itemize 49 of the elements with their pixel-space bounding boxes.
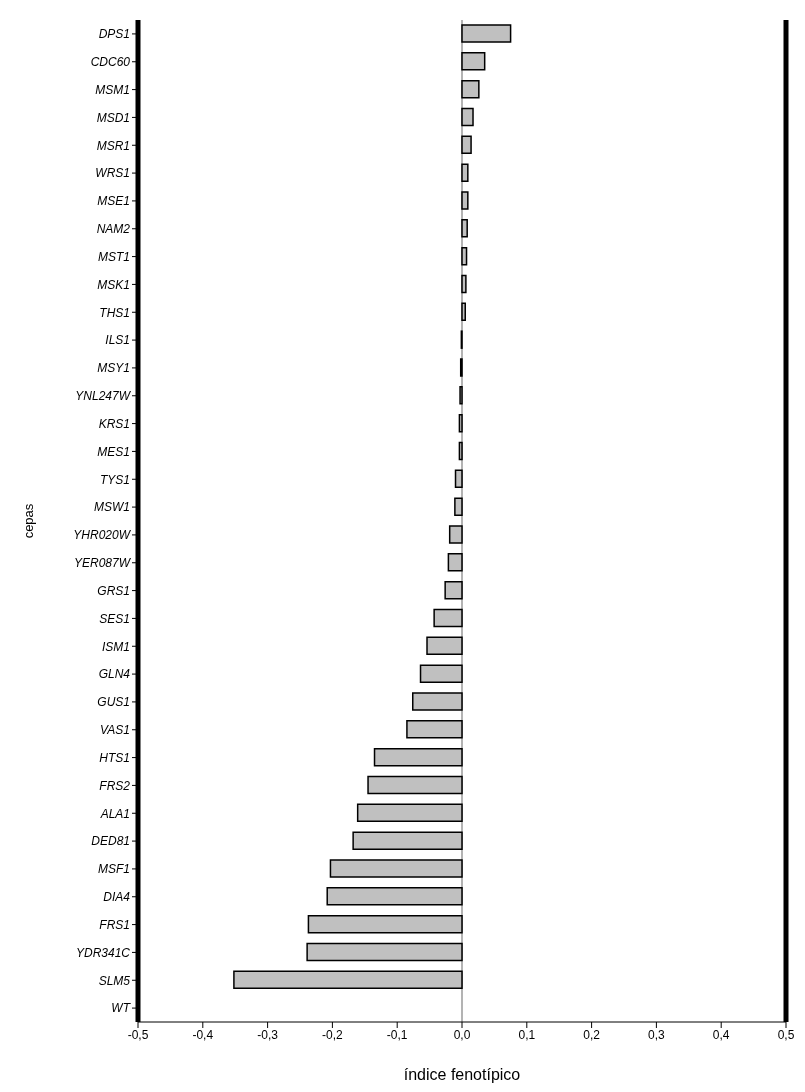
y-tick-label: KRS1 <box>98 416 130 431</box>
x-tick-label: 0,2 <box>583 1027 601 1042</box>
x-tick-label: 0,1 <box>518 1027 536 1042</box>
x-tick-label: 0,3 <box>648 1027 666 1042</box>
y-tick-label: TYS1 <box>99 472 130 487</box>
y-tick-label: YDR341C <box>75 945 131 960</box>
x-tick-label: -0,4 <box>192 1027 214 1042</box>
x-tick-label: -0,2 <box>322 1027 344 1042</box>
y-tick-label: MSE1 <box>97 194 130 209</box>
y-tick-label: FRS1 <box>99 917 130 932</box>
y-tick-label: MSK1 <box>97 277 130 292</box>
y-tick-label: NAM2 <box>96 222 131 237</box>
y-tick-label: SES1 <box>99 611 130 626</box>
x-tick-label: 0,4 <box>712 1027 730 1042</box>
y-tick-label: MES1 <box>97 444 130 459</box>
y-tick-label: SLM5 <box>98 973 131 988</box>
y-tick-label: HTS1 <box>99 750 130 765</box>
y-tick-label: THS1 <box>99 305 130 320</box>
y-tick-label: FRS2 <box>99 778 131 793</box>
y-tick-label: WT <box>111 1001 132 1016</box>
x-tick-label: 0,5 <box>777 1027 795 1042</box>
y-tick-label: MSD1 <box>96 110 130 125</box>
y-tick-label: ISM1 <box>101 639 130 654</box>
y-tick-label: MSY1 <box>97 361 130 376</box>
y-tick-label: YER087W <box>73 556 132 571</box>
y-tick-label: MSW1 <box>94 500 130 515</box>
x-axis-title: índice fenotípico <box>403 1066 521 1083</box>
y-tick-label: ALA1 <box>99 806 130 821</box>
y-axis-title: cepas <box>20 503 36 539</box>
y-tick-label: WRS1 <box>95 166 130 181</box>
y-tick-label: VAS1 <box>99 723 130 738</box>
y-tick-label: GLN4 <box>98 667 131 682</box>
y-tick-label: ILS1 <box>105 333 130 348</box>
x-tick-label: -0,5 <box>127 1027 149 1042</box>
x-tick-label: 0,0 <box>453 1027 471 1042</box>
y-tick-label: DPS1 <box>98 27 130 42</box>
y-tick-label: MST1 <box>97 249 130 264</box>
y-tick-label: GRS1 <box>97 583 130 598</box>
x-tick-label: -0,1 <box>386 1027 408 1042</box>
y-tick-label: YHR020W <box>73 528 132 543</box>
y-tick-label: MSM1 <box>95 82 130 97</box>
y-tick-label: DIA4 <box>103 890 131 905</box>
y-tick-label: CDC60 <box>90 55 131 70</box>
y-tick-label: MSF1 <box>97 862 130 877</box>
y-tick-label: YNL247W <box>75 389 132 404</box>
y-tick-label: MSR1 <box>96 138 130 153</box>
y-tick-label: DED81 <box>91 834 130 849</box>
x-tick-label: -0,3 <box>257 1027 279 1042</box>
y-tick-label: GUS1 <box>97 695 130 710</box>
